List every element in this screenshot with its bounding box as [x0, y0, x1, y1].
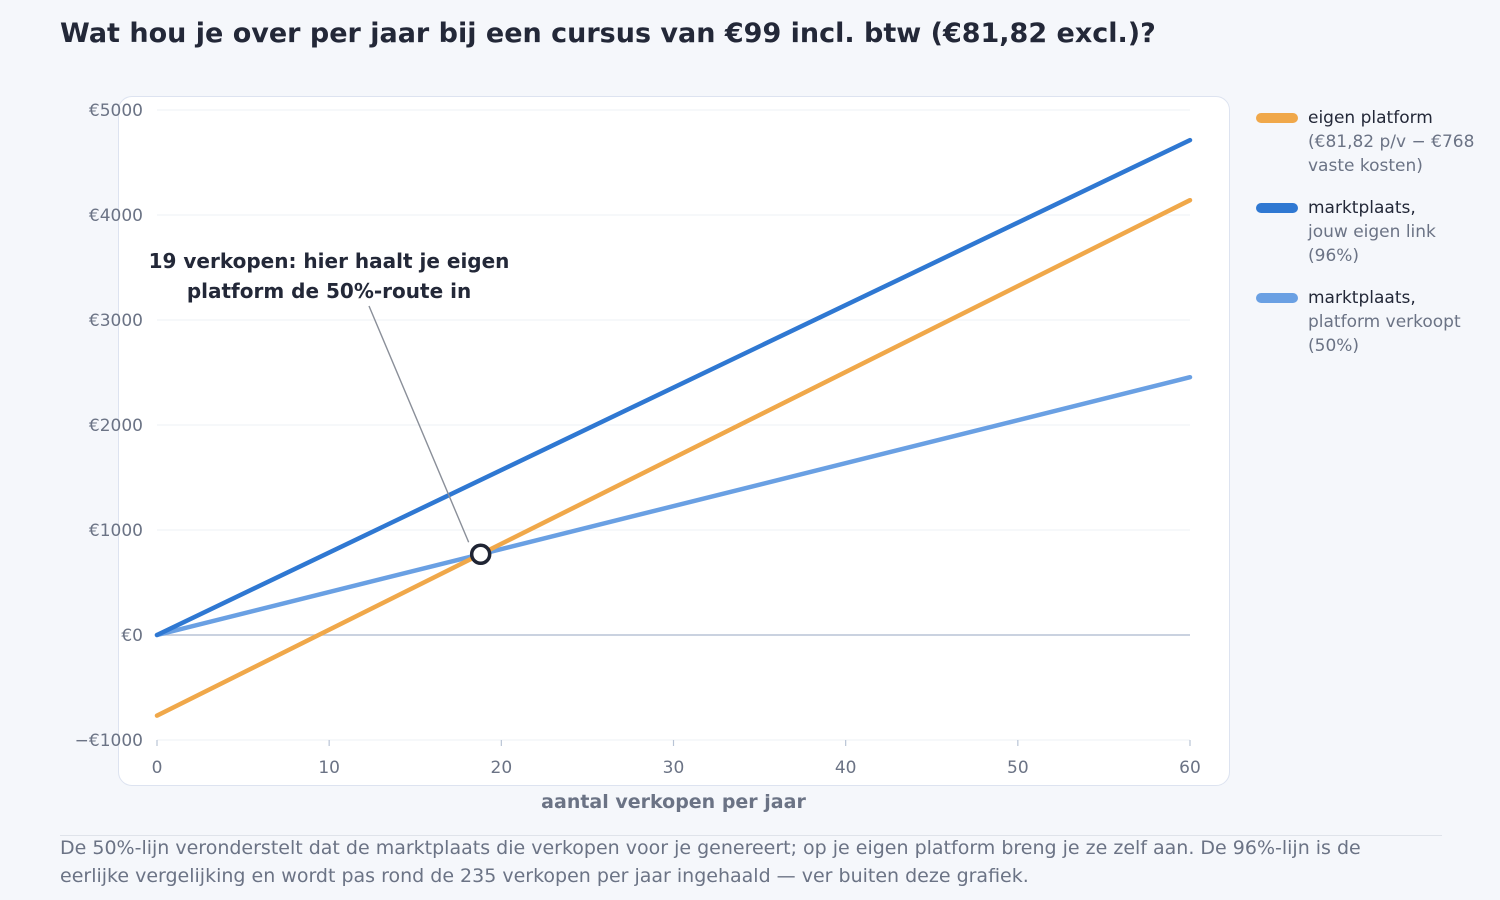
y-tick-label: €3000	[89, 311, 143, 331]
x-tick-label: 20	[491, 758, 513, 778]
legend-swatch	[1256, 113, 1298, 123]
x-tick-label: 0	[152, 758, 163, 778]
x-axis-label: aantal verkopen per jaar	[541, 791, 806, 813]
legend-label: marktplaats,	[1308, 198, 1416, 218]
y-tick-label: €4000	[89, 206, 143, 226]
x-tick-label: 40	[835, 758, 857, 778]
legend-swatch	[1256, 203, 1298, 213]
legend-item-marktplaats-platform: marktplaats, platform verkoopt (50%)	[1256, 286, 1476, 358]
y-tick-label: €5000	[89, 101, 143, 121]
series-line	[154, 374, 1193, 638]
legend-label: eigen platform	[1308, 108, 1433, 128]
annotation-text: 19 verkopen: hier haalt je eigen	[149, 249, 510, 273]
footnote: De 50%-lijn veronderstelt dat de marktpl…	[60, 837, 1361, 887]
annotation-text: platform de 50%-route in	[187, 279, 471, 303]
legend-label: marktplaats,	[1308, 288, 1416, 308]
x-tick-label: 30	[663, 758, 685, 778]
x-tick-label: 10	[318, 758, 340, 778]
y-tick-label: €1000	[89, 521, 143, 541]
legend-sublabel: (€81,82 p/v − €768 vaste kosten)	[1308, 132, 1475, 176]
x-tick-label: 60	[1179, 758, 1201, 778]
legend-item-eigen-platform: eigen platform (€81,82 p/v − €768 vaste …	[1256, 106, 1476, 178]
series-line	[154, 197, 1193, 718]
series-line	[154, 137, 1193, 638]
legend-swatch	[1256, 293, 1298, 303]
x-tick-label: 50	[1007, 758, 1029, 778]
y-tick-label: €0	[121, 626, 143, 646]
line-chart: −€1000 €0 €1000 €2000 €3000 €4000 €5000 0 10 20 30…	[75, 101, 1201, 813]
legend-item-marktplaats-eigen-link: marktplaats, jouw eigen link (96%)	[1256, 196, 1476, 268]
annotation-leader	[368, 305, 470, 543]
legend-sublabel: platform verkoopt (50%)	[1308, 312, 1461, 356]
y-tick-label: −€1000	[75, 731, 143, 751]
y-tick-label: €2000	[89, 416, 143, 436]
legend-sublabel: jouw eigen link (96%)	[1308, 222, 1436, 266]
legend: eigen platform (€81,82 p/v − €768 vaste …	[1256, 106, 1476, 376]
intersection-marker	[469, 543, 492, 566]
divider	[60, 835, 1442, 836]
chart-title: Wat hou je over per jaar bij een cursus …	[60, 18, 1156, 49]
